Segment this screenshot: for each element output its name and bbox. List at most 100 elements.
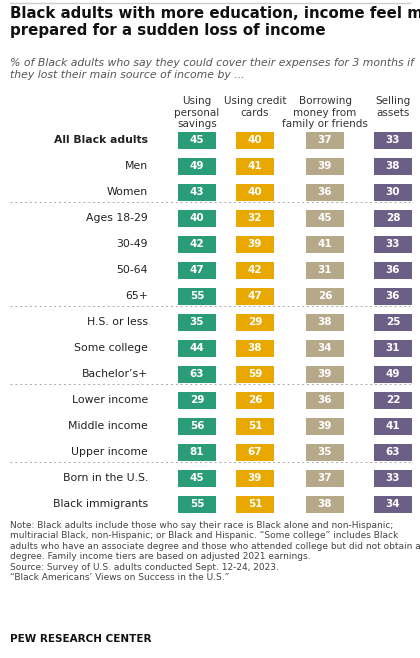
- FancyBboxPatch shape: [374, 365, 412, 382]
- Text: PEW RESEARCH CENTER: PEW RESEARCH CENTER: [10, 634, 152, 644]
- FancyBboxPatch shape: [306, 470, 344, 486]
- Text: 63: 63: [190, 369, 204, 379]
- Text: 33: 33: [386, 239, 400, 249]
- FancyBboxPatch shape: [178, 443, 216, 461]
- Text: 55: 55: [190, 291, 204, 301]
- FancyBboxPatch shape: [178, 132, 216, 149]
- FancyBboxPatch shape: [306, 443, 344, 461]
- Text: 41: 41: [248, 161, 262, 171]
- Text: 43: 43: [190, 187, 204, 197]
- Text: 22: 22: [386, 395, 400, 405]
- Text: 33: 33: [386, 135, 400, 145]
- FancyBboxPatch shape: [236, 209, 274, 226]
- Text: 36: 36: [386, 291, 400, 301]
- Text: 45: 45: [190, 473, 204, 483]
- FancyBboxPatch shape: [374, 236, 412, 253]
- Text: 49: 49: [190, 161, 204, 171]
- FancyBboxPatch shape: [306, 209, 344, 226]
- Text: 51: 51: [248, 421, 262, 431]
- Text: 35: 35: [318, 447, 332, 457]
- Text: Ages 18-29: Ages 18-29: [86, 213, 148, 223]
- FancyBboxPatch shape: [178, 417, 216, 434]
- FancyBboxPatch shape: [306, 132, 344, 149]
- Text: Middle income: Middle income: [68, 421, 148, 431]
- FancyBboxPatch shape: [374, 417, 412, 434]
- Text: 65+: 65+: [125, 291, 148, 301]
- FancyBboxPatch shape: [236, 443, 274, 461]
- FancyBboxPatch shape: [374, 261, 412, 278]
- FancyBboxPatch shape: [178, 261, 216, 278]
- Text: 28: 28: [386, 213, 400, 223]
- FancyBboxPatch shape: [236, 288, 274, 305]
- Text: 51: 51: [248, 499, 262, 509]
- FancyBboxPatch shape: [306, 288, 344, 305]
- FancyBboxPatch shape: [236, 392, 274, 409]
- FancyBboxPatch shape: [178, 365, 216, 382]
- Text: 32: 32: [248, 213, 262, 223]
- Text: 40: 40: [190, 213, 204, 223]
- Text: 56: 56: [190, 421, 204, 431]
- Text: H.S. or less: H.S. or less: [87, 317, 148, 327]
- FancyBboxPatch shape: [178, 470, 216, 486]
- Text: % of Black adults who say they could cover their expenses for 3 months if
they l: % of Black adults who say they could cov…: [10, 58, 414, 80]
- FancyBboxPatch shape: [236, 184, 274, 201]
- Text: 49: 49: [386, 369, 400, 379]
- Text: 45: 45: [190, 135, 204, 145]
- Text: Using
personal
savings: Using personal savings: [174, 96, 220, 129]
- Text: 39: 39: [248, 239, 262, 249]
- FancyBboxPatch shape: [374, 288, 412, 305]
- Text: 33: 33: [386, 473, 400, 483]
- FancyBboxPatch shape: [306, 495, 344, 513]
- Text: 47: 47: [248, 291, 262, 301]
- Text: Using credit
cards: Using credit cards: [224, 96, 286, 118]
- FancyBboxPatch shape: [178, 495, 216, 513]
- Text: All Black adults: All Black adults: [54, 135, 148, 145]
- Text: 30: 30: [386, 187, 400, 197]
- FancyBboxPatch shape: [306, 417, 344, 434]
- FancyBboxPatch shape: [306, 236, 344, 253]
- Text: 31: 31: [318, 265, 332, 275]
- FancyBboxPatch shape: [178, 340, 216, 357]
- FancyBboxPatch shape: [374, 132, 412, 149]
- Text: 39: 39: [318, 369, 332, 379]
- FancyBboxPatch shape: [374, 470, 412, 486]
- Text: 31: 31: [386, 343, 400, 353]
- FancyBboxPatch shape: [178, 209, 216, 226]
- Text: 38: 38: [318, 499, 332, 509]
- FancyBboxPatch shape: [374, 184, 412, 201]
- FancyBboxPatch shape: [374, 209, 412, 226]
- Text: Upper income: Upper income: [71, 447, 148, 457]
- Text: Some college: Some college: [74, 343, 148, 353]
- Text: 38: 38: [386, 161, 400, 171]
- Text: 29: 29: [190, 395, 204, 405]
- FancyBboxPatch shape: [236, 157, 274, 174]
- Text: 41: 41: [386, 421, 400, 431]
- FancyBboxPatch shape: [236, 340, 274, 357]
- Text: 55: 55: [190, 499, 204, 509]
- FancyBboxPatch shape: [306, 157, 344, 174]
- Text: 34: 34: [318, 343, 332, 353]
- FancyBboxPatch shape: [374, 443, 412, 461]
- FancyBboxPatch shape: [374, 157, 412, 174]
- Text: 39: 39: [248, 473, 262, 483]
- Text: 40: 40: [248, 187, 262, 197]
- Text: 38: 38: [248, 343, 262, 353]
- FancyBboxPatch shape: [178, 392, 216, 409]
- FancyBboxPatch shape: [178, 157, 216, 174]
- Text: Black immigrants: Black immigrants: [53, 499, 148, 509]
- Text: 34: 34: [386, 499, 400, 509]
- FancyBboxPatch shape: [306, 313, 344, 330]
- Text: Selling
assets: Selling assets: [375, 96, 411, 118]
- Text: 39: 39: [318, 421, 332, 431]
- FancyBboxPatch shape: [236, 261, 274, 278]
- Text: Black adults with more education, income feel more
prepared for a sudden loss of: Black adults with more education, income…: [10, 6, 420, 38]
- Text: 50-64: 50-64: [116, 265, 148, 275]
- Text: Born in the U.S.: Born in the U.S.: [63, 473, 148, 483]
- Text: 36: 36: [386, 265, 400, 275]
- Text: 63: 63: [386, 447, 400, 457]
- FancyBboxPatch shape: [236, 470, 274, 486]
- FancyBboxPatch shape: [178, 313, 216, 330]
- Text: 37: 37: [318, 473, 332, 483]
- FancyBboxPatch shape: [236, 365, 274, 382]
- FancyBboxPatch shape: [236, 417, 274, 434]
